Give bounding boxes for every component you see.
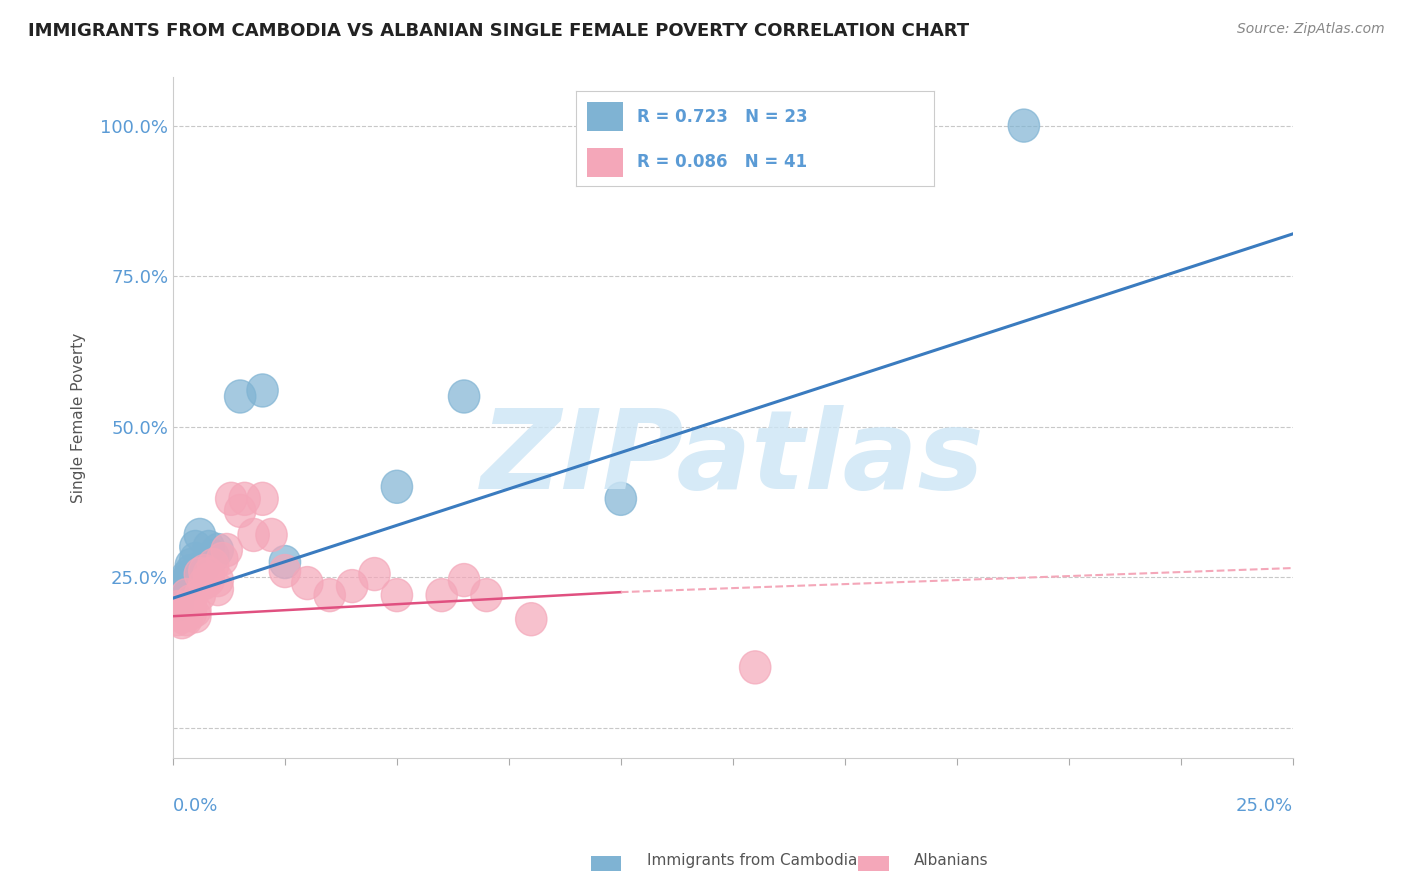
Ellipse shape xyxy=(162,591,193,624)
Ellipse shape xyxy=(256,518,287,551)
Ellipse shape xyxy=(184,558,215,591)
Ellipse shape xyxy=(162,588,193,621)
Ellipse shape xyxy=(170,564,202,597)
Ellipse shape xyxy=(516,603,547,636)
Ellipse shape xyxy=(207,542,238,575)
Ellipse shape xyxy=(166,573,198,606)
Ellipse shape xyxy=(170,579,202,612)
Ellipse shape xyxy=(176,597,207,630)
Ellipse shape xyxy=(238,518,270,551)
Ellipse shape xyxy=(605,483,637,516)
Y-axis label: Single Female Poverty: Single Female Poverty xyxy=(72,333,86,503)
Ellipse shape xyxy=(188,549,219,582)
Ellipse shape xyxy=(247,483,278,516)
Ellipse shape xyxy=(359,558,391,591)
Ellipse shape xyxy=(198,540,229,573)
Ellipse shape xyxy=(176,549,207,582)
Ellipse shape xyxy=(202,533,233,566)
Ellipse shape xyxy=(193,531,225,564)
Ellipse shape xyxy=(166,606,198,639)
Ellipse shape xyxy=(162,603,193,636)
Ellipse shape xyxy=(229,483,260,516)
Ellipse shape xyxy=(184,518,215,551)
Ellipse shape xyxy=(198,549,229,582)
Ellipse shape xyxy=(162,575,193,608)
Ellipse shape xyxy=(1008,109,1039,142)
Ellipse shape xyxy=(162,582,193,615)
Ellipse shape xyxy=(449,564,479,597)
Ellipse shape xyxy=(314,579,346,612)
Ellipse shape xyxy=(176,591,207,624)
Text: Source: ZipAtlas.com: Source: ZipAtlas.com xyxy=(1237,22,1385,37)
Text: IMMIGRANTS FROM CAMBODIA VS ALBANIAN SINGLE FEMALE POVERTY CORRELATION CHART: IMMIGRANTS FROM CAMBODIA VS ALBANIAN SIN… xyxy=(28,22,969,40)
Ellipse shape xyxy=(202,573,233,606)
Text: ZIPatlas: ZIPatlas xyxy=(481,405,984,512)
Ellipse shape xyxy=(170,560,202,594)
Ellipse shape xyxy=(166,570,198,603)
Ellipse shape xyxy=(180,542,211,575)
Ellipse shape xyxy=(215,483,247,516)
Ellipse shape xyxy=(166,599,198,632)
Ellipse shape xyxy=(188,566,219,599)
Ellipse shape xyxy=(184,579,215,612)
Ellipse shape xyxy=(180,599,211,632)
Ellipse shape xyxy=(336,570,368,603)
Ellipse shape xyxy=(381,470,412,503)
Ellipse shape xyxy=(740,651,770,684)
Ellipse shape xyxy=(170,603,202,636)
Text: 0.0%: 0.0% xyxy=(173,797,218,814)
Ellipse shape xyxy=(426,579,457,612)
Ellipse shape xyxy=(211,533,242,566)
Ellipse shape xyxy=(188,555,219,588)
Text: Immigrants from Cambodia: Immigrants from Cambodia xyxy=(647,854,858,868)
Ellipse shape xyxy=(449,380,479,413)
Ellipse shape xyxy=(270,546,301,579)
Ellipse shape xyxy=(270,555,301,588)
Ellipse shape xyxy=(180,531,211,564)
Text: Albanians: Albanians xyxy=(914,854,988,868)
Text: 25.0%: 25.0% xyxy=(1236,797,1292,814)
Ellipse shape xyxy=(225,494,256,527)
Ellipse shape xyxy=(180,594,211,627)
Ellipse shape xyxy=(166,594,198,627)
Ellipse shape xyxy=(162,597,193,630)
Ellipse shape xyxy=(291,566,323,599)
Ellipse shape xyxy=(202,564,233,597)
Ellipse shape xyxy=(193,564,225,597)
Ellipse shape xyxy=(381,579,412,612)
Ellipse shape xyxy=(225,380,256,413)
Ellipse shape xyxy=(176,555,207,588)
Ellipse shape xyxy=(193,558,225,591)
Ellipse shape xyxy=(176,584,207,618)
Ellipse shape xyxy=(247,374,278,407)
Ellipse shape xyxy=(471,579,502,612)
